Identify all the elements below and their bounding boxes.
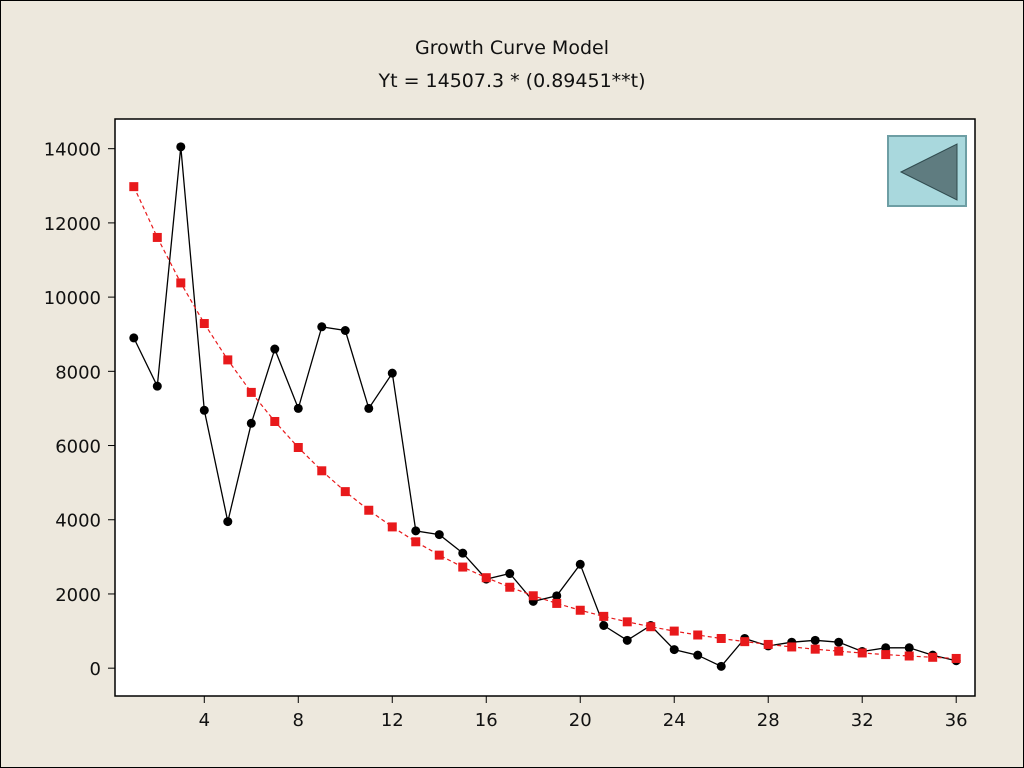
x-tick-label: 4 [199, 710, 210, 731]
x-tick-label: 16 [475, 710, 498, 731]
fitted-point [716, 633, 726, 643]
data-point [904, 643, 914, 653]
data-point [176, 142, 186, 152]
data-point [317, 322, 327, 332]
x-tick-label: 8 [293, 710, 304, 731]
data-point [458, 548, 468, 558]
data-point [411, 526, 421, 536]
data-point [552, 591, 562, 601]
fitted-point [270, 416, 280, 426]
x-tick-label: 12 [381, 710, 404, 731]
data-point [505, 569, 515, 579]
x-tick-label: 36 [945, 710, 968, 731]
fitted-point [552, 598, 562, 608]
fitted-point [411, 537, 421, 547]
data-point [387, 368, 397, 378]
fitted-point [928, 652, 938, 662]
data-point [364, 403, 374, 413]
fitted-point [176, 278, 186, 288]
fitted-point [904, 651, 914, 661]
data-point [340, 326, 350, 336]
chart-title: Growth Curve Model [415, 37, 609, 59]
x-tick-label: 24 [663, 710, 686, 731]
data-point [270, 344, 280, 354]
y-tick-label: 0 [90, 659, 101, 680]
fitted-point [810, 644, 820, 654]
data-point [622, 635, 632, 645]
fitted-point [317, 466, 327, 476]
plot-area [114, 118, 976, 697]
fitted-point [693, 630, 703, 640]
data-point [599, 620, 609, 630]
data-point [669, 645, 679, 655]
fitted-point [129, 182, 139, 192]
fitted-point [364, 505, 374, 515]
fitted-point [881, 650, 891, 660]
fitted-point [505, 582, 515, 592]
data-point [246, 418, 256, 428]
y-tick-label: 14000 [44, 140, 101, 161]
data-point [129, 333, 139, 343]
y-tick-label: 2000 [55, 585, 101, 606]
fitted-point [246, 387, 256, 397]
fitted-point [199, 319, 209, 329]
data-point [810, 635, 820, 645]
fitted-point [528, 591, 538, 601]
fitted-point [857, 648, 867, 658]
data-point [881, 643, 891, 653]
fitted-point [575, 605, 585, 615]
y-tick-label: 4000 [55, 511, 101, 532]
fitted-point [951, 653, 961, 663]
chart-subtitle: Yt = 14507.3 * (0.89451**t) [378, 70, 646, 92]
fitted-point [646, 622, 656, 632]
data-point [293, 403, 303, 413]
data-point [152, 381, 162, 391]
data-point [199, 405, 209, 415]
fitted-point [340, 487, 350, 497]
fitted-point [458, 562, 468, 572]
data-point [434, 530, 444, 540]
triangle-left-icon [899, 143, 958, 201]
y-tick-label: 8000 [55, 362, 101, 383]
fitted-point [152, 232, 162, 242]
data-point [693, 650, 703, 660]
fitted-point [293, 443, 303, 453]
x-tick-label: 32 [851, 710, 874, 731]
data-point [223, 517, 233, 527]
fitted-point [834, 646, 844, 656]
fitted-point [622, 617, 632, 627]
data-point [834, 637, 844, 647]
data-point [575, 559, 585, 569]
data-point [716, 661, 726, 671]
fitted-point [223, 355, 233, 365]
fitted-point [481, 573, 491, 583]
y-tick-label: 12000 [44, 214, 101, 235]
fitted-point [387, 522, 397, 532]
fitted-point [740, 637, 750, 647]
previous-slide-button[interactable] [887, 135, 967, 207]
fitted-point [763, 639, 773, 649]
fitted-point [599, 611, 609, 621]
y-tick-label: 6000 [55, 437, 101, 458]
x-tick-label: 20 [569, 710, 592, 731]
fitted-point [787, 642, 797, 652]
y-tick-label: 10000 [44, 288, 101, 309]
x-tick-label: 28 [757, 710, 780, 731]
fitted-point [434, 550, 444, 560]
fitted-point [669, 626, 679, 636]
